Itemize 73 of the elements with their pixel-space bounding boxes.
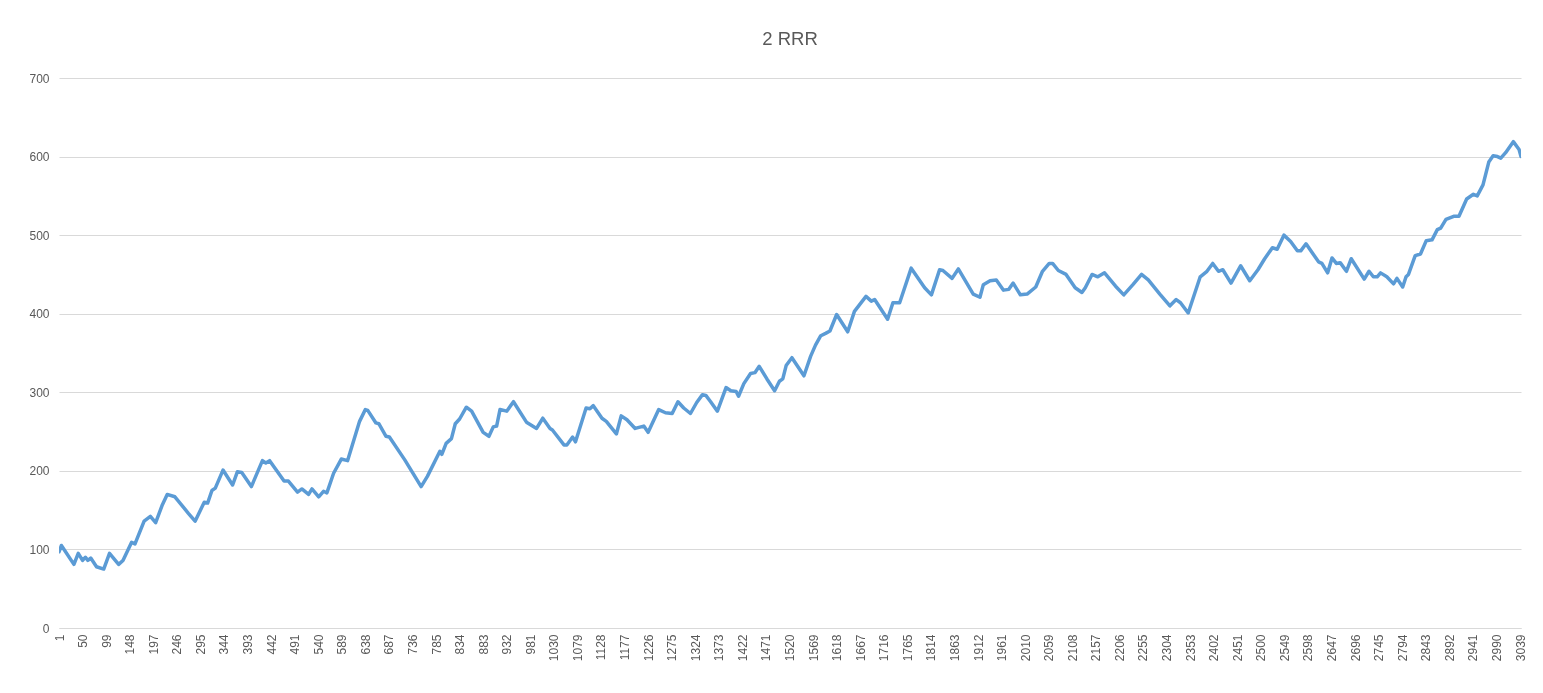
x-tick-label: 1667 bbox=[853, 634, 868, 662]
x-tick-label: 1520 bbox=[783, 634, 798, 662]
x-tick-label: 1373 bbox=[712, 634, 727, 662]
x-tick-label: 1716 bbox=[877, 634, 892, 662]
x-tick-label: 246 bbox=[170, 634, 185, 655]
x-tick-label: 1569 bbox=[806, 634, 821, 662]
x-tick-label: 589 bbox=[335, 634, 350, 655]
x-tick-label: 1814 bbox=[924, 634, 939, 662]
x-tick-label: 2500 bbox=[1254, 634, 1269, 662]
x-tick-label: 2010 bbox=[1018, 634, 1033, 662]
x-tick-label: 1422 bbox=[735, 634, 750, 662]
x-tick-label: 2402 bbox=[1207, 634, 1222, 662]
x-tick-label: 491 bbox=[288, 634, 303, 655]
x-tick-label: 834 bbox=[453, 634, 468, 655]
x-tick-label: 932 bbox=[500, 634, 515, 655]
x-tick-label: 2059 bbox=[1042, 634, 1057, 662]
x-tick-label: 1226 bbox=[641, 634, 656, 662]
x-tick-label: 2451 bbox=[1230, 634, 1245, 662]
x-tick-label: 2108 bbox=[1065, 634, 1080, 662]
y-tick-label: 700 bbox=[29, 71, 50, 86]
x-tick-label: 2549 bbox=[1277, 634, 1292, 662]
x-tick-label: 2941 bbox=[1466, 634, 1481, 662]
x-tick-label: 1128 bbox=[594, 634, 609, 661]
x-tick-label: 2794 bbox=[1395, 634, 1410, 662]
x-tick-label: 2843 bbox=[1419, 634, 1434, 662]
x-tick-label: 344 bbox=[217, 634, 232, 655]
x-tick-label: 883 bbox=[476, 634, 491, 655]
x-tick-label: 1079 bbox=[570, 634, 585, 662]
x-tick-label: 2598 bbox=[1301, 634, 1316, 662]
y-tick-label: 600 bbox=[29, 150, 50, 165]
x-tick-label: 1 bbox=[52, 634, 67, 642]
x-tick-label: 1275 bbox=[665, 634, 680, 662]
y-tick-label: 200 bbox=[29, 464, 50, 479]
x-tick-label: 1863 bbox=[947, 634, 962, 662]
x-tick-label: 2696 bbox=[1348, 634, 1363, 662]
x-tick-label: 1471 bbox=[759, 634, 774, 662]
y-tick-label: 300 bbox=[29, 385, 50, 400]
x-tick-label: 1765 bbox=[900, 634, 915, 662]
x-tick-label: 2647 bbox=[1325, 634, 1340, 662]
x-tick-label: 2157 bbox=[1089, 634, 1104, 662]
chart-title: 2 RRR bbox=[762, 27, 818, 49]
x-tick-label: 442 bbox=[264, 634, 279, 655]
x-tick-label: 2745 bbox=[1372, 634, 1387, 662]
x-tick-label: 1961 bbox=[995, 634, 1010, 662]
y-tick-label: 100 bbox=[29, 542, 50, 557]
x-tick-label: 1618 bbox=[830, 634, 845, 662]
x-tick-label: 540 bbox=[311, 634, 326, 655]
y-tick-label: 400 bbox=[29, 307, 50, 322]
x-tick-label: 2206 bbox=[1112, 634, 1127, 662]
x-tick-label: 1912 bbox=[971, 634, 986, 662]
x-tick-label: 1324 bbox=[688, 634, 703, 662]
y-tick-label: 0 bbox=[42, 621, 50, 636]
x-tick-label: 99 bbox=[99, 634, 114, 648]
x-tick-label: 50 bbox=[76, 634, 91, 648]
x-tick-label: 2353 bbox=[1183, 634, 1198, 662]
x-tick-label: 1030 bbox=[547, 634, 562, 662]
x-tick-label: 981 bbox=[523, 634, 538, 655]
x-tick-label: 1177 bbox=[618, 634, 633, 661]
x-tick-label: 687 bbox=[382, 634, 397, 655]
x-tick-label: 2255 bbox=[1136, 634, 1151, 662]
y-tick-label: 500 bbox=[29, 228, 50, 243]
x-tick-label: 295 bbox=[193, 634, 208, 655]
x-tick-label: 197 bbox=[146, 634, 161, 655]
x-tick-label: 2304 bbox=[1160, 634, 1175, 662]
x-tick-label: 3039 bbox=[1513, 634, 1528, 662]
x-tick-label: 148 bbox=[123, 634, 138, 655]
x-tick-label: 393 bbox=[241, 634, 256, 655]
x-tick-label: 2990 bbox=[1489, 634, 1504, 662]
x-tick-label: 785 bbox=[429, 634, 444, 655]
x-tick-label: 736 bbox=[405, 634, 420, 655]
x-tick-label: 2892 bbox=[1442, 634, 1457, 662]
x-tick-label: 638 bbox=[358, 634, 373, 655]
line-series bbox=[59, 139, 1521, 571]
